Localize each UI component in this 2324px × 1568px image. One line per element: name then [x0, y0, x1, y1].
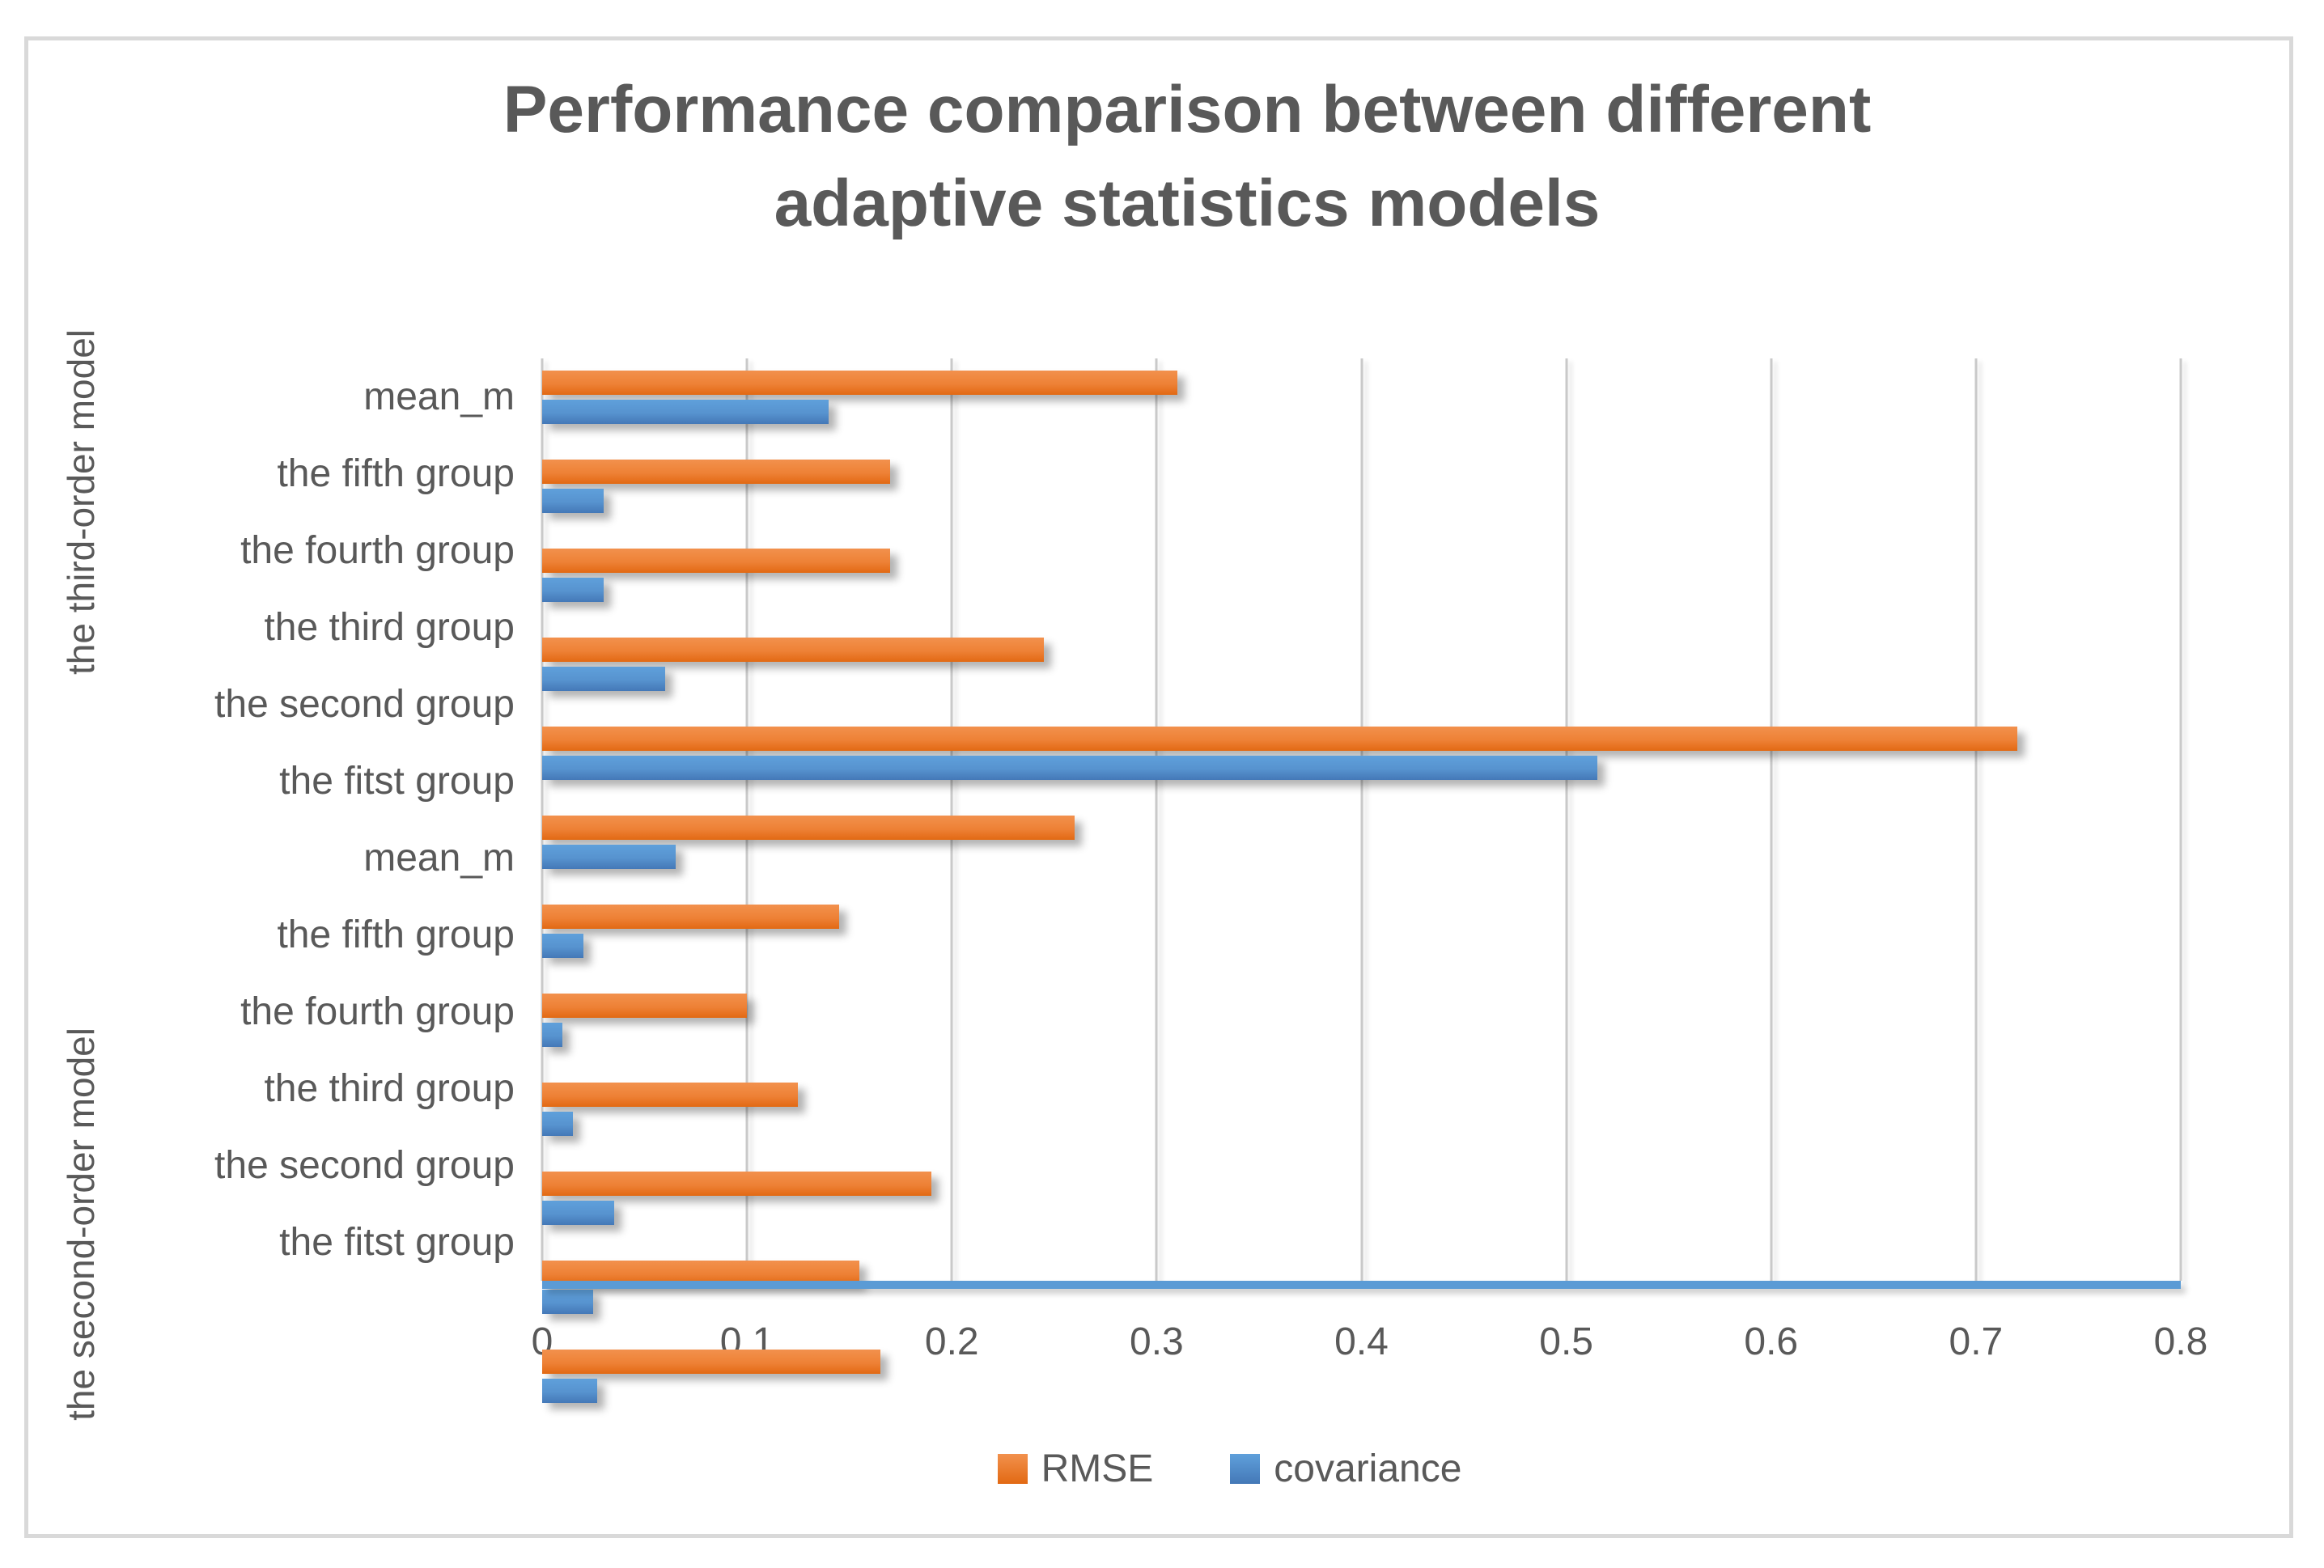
category-label: the fourth group [240, 990, 515, 1033]
bar-row-0-1 [542, 460, 2181, 536]
bar-row-0-2 [542, 549, 2181, 625]
bar-row-0-3 [542, 638, 2181, 714]
rmse-bar [542, 994, 748, 1018]
gridline-0.8 [2179, 358, 2182, 1281]
covariance-bar [542, 934, 583, 958]
legend-label: covariance [1274, 1447, 1462, 1490]
category-label: mean_m [363, 837, 515, 879]
rmse-bar [542, 371, 1177, 395]
gridline-0.4 [1360, 358, 1363, 1281]
x-tick-label-0.2: 0.2 [924, 1320, 979, 1363]
x-axis-ticks: 0 0.1 0.2 0.3 0.4 0.5 0.6 0.7 0.8 [532, 1295, 2208, 1376]
bar-row-0-4 [542, 727, 2181, 803]
rmse-bar [542, 1350, 880, 1374]
plot-area: 0 0.1 0.2 0.3 0.4 0.5 0.6 0.7 0.8 [532, 358, 2207, 1403]
covariance-bar [542, 1023, 563, 1047]
category-label: the second group [214, 683, 515, 726]
covariance-bar [542, 578, 604, 602]
legend-item-rmse: RMSE [997, 1447, 1154, 1491]
bar-row-0-5 [542, 816, 2181, 892]
covariance-bar [542, 845, 676, 869]
bar-row-1-1 [542, 994, 2181, 1070]
chart-title-line2: adaptive statistics models [774, 167, 1601, 241]
category-label: the fifth group [277, 913, 515, 956]
covariance-bar [542, 489, 604, 513]
covariance-bar [542, 400, 829, 424]
legend-item-covariance: covariance [1230, 1447, 1461, 1491]
category-label: the fitst group [279, 760, 515, 803]
category-label: the fitst group [279, 1221, 515, 1264]
group-label-text: the third-order model [60, 328, 102, 675]
group-label-text: the second-order model [60, 1028, 102, 1421]
category-label: the second group [214, 1144, 515, 1187]
x-tick-label-0.6: 0.6 [1744, 1320, 1799, 1363]
rmse-bar [542, 905, 840, 929]
x-axis-line [542, 1281, 2181, 1289]
gridline-0.3 [1155, 358, 1158, 1281]
legend: RMSE covariance [28, 1447, 2289, 1491]
rmse-bar [542, 1172, 931, 1196]
group-label-column: the third-order model the second-order mo… [28, 329, 134, 1421]
covariance-bar [542, 1201, 614, 1225]
covariance-bar [542, 756, 1597, 780]
x-tick-label-0.5: 0.5 [1539, 1320, 1593, 1363]
covariance-bar [542, 667, 665, 691]
category-label: the fourth group [240, 529, 515, 572]
chart-area: the third-order model the second-order mo… [28, 329, 2207, 1421]
bar-row-1-4 [542, 1261, 2181, 1337]
bar-row-1-2 [542, 1083, 2181, 1159]
category-label-column: mean_m the fifth group the fourth group the… [134, 358, 542, 1281]
bar-row-1-3 [542, 1172, 2181, 1248]
bar-row-0-0 [542, 371, 2181, 447]
covariance-bar [542, 1379, 598, 1403]
category-label: the fifth group [277, 452, 515, 495]
chart-frame: Performance comparison between different… [24, 36, 2293, 1538]
legend-label: RMSE [1041, 1447, 1154, 1490]
rmse-bar [542, 638, 1045, 662]
rmse-bar [542, 1083, 799, 1107]
bar-row-1-0 [542, 905, 2181, 981]
gridline-0.7 [1974, 358, 1978, 1281]
category-label: mean_m [363, 375, 515, 418]
group-label-0: the third-order model [28, 329, 134, 820]
x-tick-label-0.8: 0.8 [2153, 1320, 2208, 1363]
rmse-bar [542, 816, 1075, 840]
legend-swatch-covariance [1230, 1454, 1261, 1484]
category-label: the third group [264, 1067, 515, 1110]
covariance-bar [542, 1112, 573, 1136]
x-tick-label-0.7: 0.7 [1949, 1320, 2004, 1363]
covariance-bar [542, 1290, 594, 1314]
rmse-bar [542, 460, 891, 484]
group-label-1: the second-order model [28, 820, 134, 1421]
chart-title-line1: Performance comparison between different [503, 73, 1872, 146]
rmse-bar [542, 727, 2017, 751]
rmse-bar [542, 549, 891, 573]
x-tick-label-0.3: 0.3 [1130, 1320, 1184, 1363]
legend-swatch-rmse [997, 1454, 1028, 1484]
gridline-0.6 [1770, 358, 1773, 1281]
category-label: the third group [264, 606, 515, 649]
chart-title: Performance comparison between different… [28, 63, 2289, 252]
x-tick-label-0.4: 0.4 [1334, 1320, 1389, 1363]
bar-row-1-5 [542, 1350, 2181, 1426]
gridline-0.5 [1565, 358, 1568, 1281]
